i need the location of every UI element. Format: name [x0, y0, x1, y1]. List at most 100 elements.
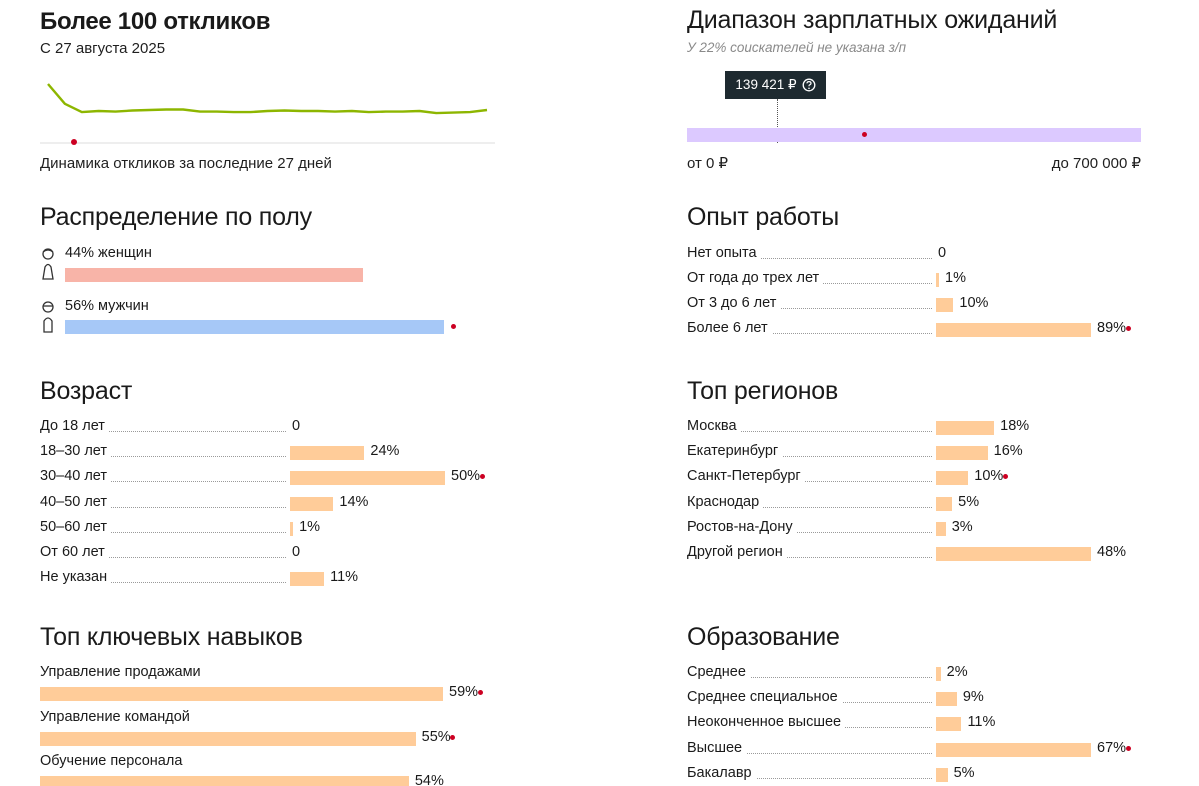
education-row: Среднее специальное 9% [687, 689, 1147, 709]
row-label: Более 6 лет [687, 320, 772, 336]
row-label: Неоконченное высшее [687, 714, 846, 731]
row-label: Среднее [687, 664, 750, 680]
age-row: До 18 лет 0 [40, 418, 495, 438]
skill-bar [40, 731, 416, 746]
row-label: 18–30 лет [40, 443, 112, 460]
row-bar [936, 742, 1091, 757]
row-bar [936, 421, 995, 435]
dotted-leader [40, 431, 286, 432]
region-row: Краснодар 5% [687, 493, 1147, 514]
row-value: 5% [958, 493, 980, 510]
women-label: 44% женщин [65, 245, 152, 261]
education-row: Неоконченное высшее 11% [687, 714, 1147, 734]
top-value-marker [1125, 745, 1131, 751]
row-value: 89% [1097, 320, 1127, 336]
row-value: 5% [953, 764, 975, 781]
top-value-marker [1002, 474, 1008, 480]
regions-title: Топ регионов [687, 377, 839, 405]
experience-title: Опыт работы [687, 203, 840, 231]
education-row: Среднее 2% [687, 664, 1147, 684]
row-label: Санкт-Петербург [687, 468, 805, 485]
row-label: Нет опыта [687, 245, 761, 261]
row-label: От года до трех лет [687, 270, 824, 286]
row-value: 14% [339, 493, 369, 510]
row-label: Ростов-на-Дону [687, 518, 797, 535]
education-row: Высшее 67% [687, 739, 1147, 760]
row-bar [290, 446, 365, 461]
row-value: 3% [951, 518, 973, 535]
row-bar [936, 521, 946, 536]
row-label: Не указан [40, 569, 112, 586]
salary-min-label: от 0 ₽ [687, 155, 729, 172]
salary-range-bar [687, 128, 1141, 142]
dotted-leader [687, 677, 932, 678]
row-value: 1% [299, 518, 321, 535]
age-row: 18–30 лет 24% [40, 443, 495, 463]
region-row: Санкт-Петербург 10% [687, 468, 1147, 488]
dotted-leader [40, 557, 286, 558]
dotted-leader [687, 531, 932, 533]
row-bar [936, 273, 939, 287]
skills-title: Топ ключевых навыков [40, 623, 303, 651]
row-label: Другой регион [687, 544, 787, 560]
salary-title: Диапазон зарплатных ожиданий [687, 6, 1058, 34]
region-row: Москва 18% [687, 418, 1147, 438]
row-label: От 60 лет [40, 544, 109, 560]
responses-since: С 27 августа 2025 [40, 40, 166, 57]
male-person-icon [42, 301, 54, 333]
dotted-leader [687, 481, 932, 483]
age-row: 40–50 лет 14% [40, 493, 495, 514]
salary-tooltip[interactable]: 139 421 ₽ [725, 71, 826, 99]
education-title: Образование [687, 623, 840, 651]
row-value: 10% [974, 468, 1004, 485]
row-value: 0 [938, 245, 947, 261]
top-value-marker [1125, 326, 1131, 331]
row-bar [936, 471, 969, 486]
dotted-leader [40, 582, 286, 584]
row-label: 30–40 лет [40, 468, 112, 485]
responses-sparkline [40, 83, 495, 145]
dotted-leader [687, 308, 932, 309]
skill-label: Управление командой [40, 708, 190, 725]
salary-note: У 22% соискателей не указана з/п [687, 40, 907, 55]
age-row: 50–60 лет 1% [40, 518, 495, 539]
skill-value: 54% [414, 773, 444, 786]
row-value: 0 [292, 418, 301, 434]
row-value: 18% [1000, 418, 1030, 434]
dotted-leader [687, 777, 932, 779]
row-value: 10% [959, 295, 989, 311]
skill-value: 55% [421, 728, 451, 745]
experience-row: Более 6 лет 89% [687, 320, 1147, 340]
top-value-marker [450, 734, 456, 740]
row-label: Среднее специальное [687, 689, 842, 706]
dotted-leader [687, 333, 932, 334]
skill-label: Обучение персонала [40, 753, 183, 769]
question-circle-icon[interactable] [802, 78, 816, 92]
row-label: Высшее [687, 739, 747, 756]
men-bar [65, 320, 444, 334]
row-bar [936, 717, 962, 732]
row-label: Москва [687, 418, 741, 434]
dotted-leader [687, 506, 932, 508]
row-value: 24% [370, 443, 400, 460]
row-label: Бакалавр [687, 764, 756, 781]
row-label: От 3 до 6 лет [687, 295, 781, 311]
age-row: От 60 лет 0 [40, 544, 495, 564]
row-label: 50–60 лет [40, 518, 112, 535]
experience-row: От 3 до 6 лет 10% [687, 295, 1147, 315]
region-row: Екатеринбург 16% [687, 443, 1147, 463]
row-label: Краснодар [687, 493, 764, 510]
responses-caption: Динамика откликов за последние 27 дней [40, 155, 332, 172]
row-bar [936, 496, 953, 511]
age-row: Не указан 11% [40, 569, 495, 589]
responses-title: Более 100 откликов [40, 8, 271, 35]
age-row: 30–40 лет 50% [40, 468, 495, 488]
dotted-leader [40, 481, 286, 483]
female-person-icon [42, 248, 54, 280]
row-value: 67% [1097, 739, 1127, 756]
dotted-leader [40, 456, 286, 458]
row-bar [936, 547, 1091, 561]
top-value-marker [479, 474, 485, 480]
row-label: Екатеринбург [687, 443, 783, 460]
row-label: До 18 лет [40, 418, 109, 434]
